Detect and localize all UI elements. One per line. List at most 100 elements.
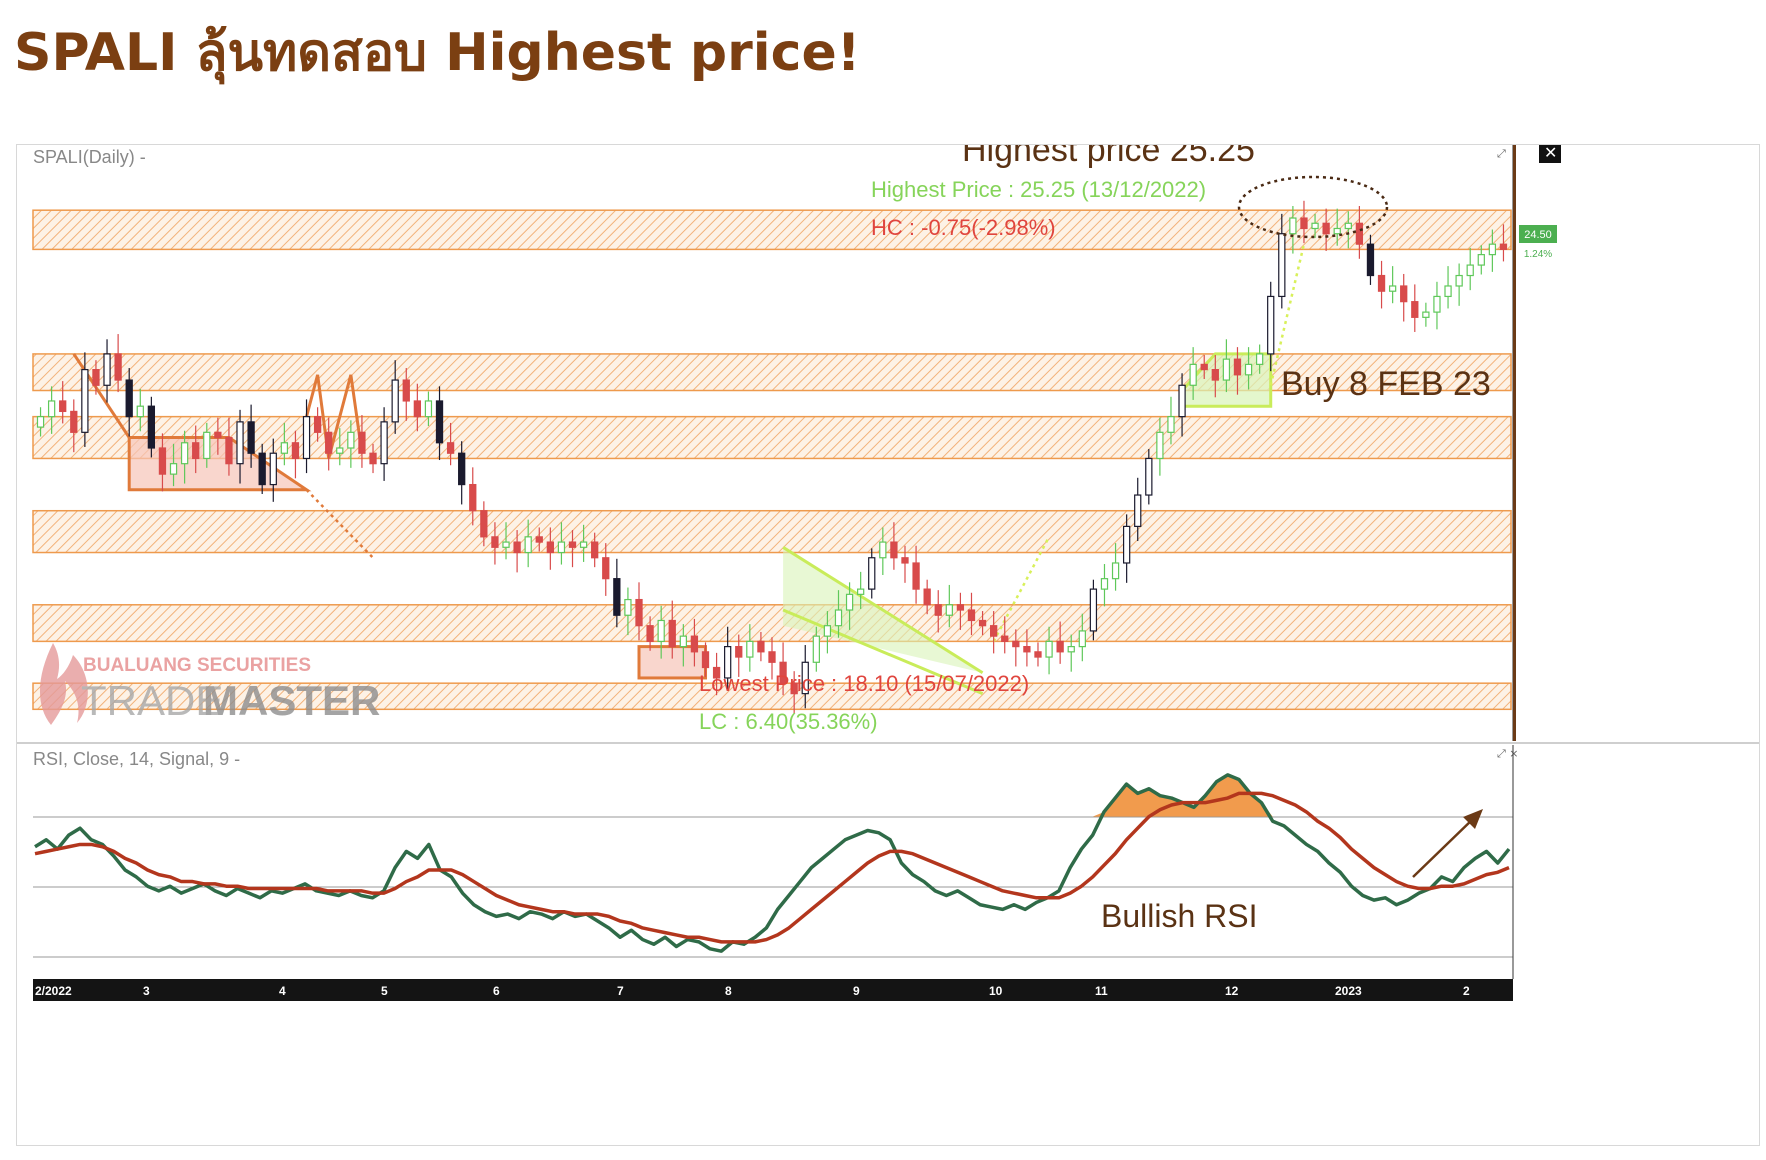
candle [1466,247,1474,291]
price-zone-2 [32,415,1512,460]
x-tick-label: 3 [143,984,150,998]
candle [180,430,189,484]
candle [92,360,100,395]
flag-projection [1269,243,1306,386]
candle [280,422,289,466]
candle [1400,273,1408,322]
candle [857,571,865,609]
candle [646,616,654,651]
rsi-line [34,773,1511,953]
candle [879,527,887,576]
x-tick-label: 4 [279,984,286,998]
candle [724,626,732,690]
close-icon[interactable] [1539,145,1561,163]
last-price-text: 24.50 [1524,229,1552,241]
candle [302,399,311,474]
close-icon-glyph: ✕ [1544,145,1557,162]
candle [668,600,676,659]
candle [956,592,965,630]
highest-price-label: Highest Price : 25.25 (13/12/2022) [871,177,1206,202]
candle [978,611,987,636]
candle [812,626,820,672]
expand-icon[interactable]: ⤢ [1497,147,1506,160]
bullish-rsi-annotation: Bullish RSI [1101,898,1258,934]
candle [1488,229,1497,272]
rsi-expand-icon[interactable]: ⤢ × [1497,747,1519,760]
x-tick-label: 5 [381,984,388,998]
candle [158,433,167,492]
candle [546,527,554,570]
pattern-leg-1 [72,353,131,439]
candle [945,584,953,628]
candle [1001,616,1009,654]
candle [834,590,843,638]
candle [147,396,156,458]
watermark-line1: BUALUANG SECURITIES [83,655,311,676]
candle [579,524,588,562]
candle [325,417,333,471]
page-title: SPALI ลุ้นทดสอบ Highest price! [14,23,861,83]
candle [535,527,543,552]
candle [657,605,665,659]
x-tick-label: 7 [617,984,624,998]
candle [1366,234,1375,285]
candle [47,386,56,434]
candle [1089,579,1098,641]
candle [757,631,765,662]
lowest-price-label: Lowest Price : 18.10 (15/07/2022) [699,671,1029,696]
bullish-arrow [1412,816,1476,878]
candle [192,425,200,474]
x-tick-label: 11 [1095,984,1108,998]
rsi-overbought-fill [35,774,1509,817]
candle [1200,354,1208,380]
candle [347,420,355,468]
candle [568,530,577,568]
last-price-badge [1519,225,1557,243]
x-tick-label: 9 [853,984,860,998]
candle [557,522,566,565]
candle [81,352,89,447]
price-zone-3 [32,509,1512,554]
candle [923,579,931,615]
candle [1444,266,1452,309]
candle [358,415,366,468]
candle [1244,347,1253,390]
candle [1222,339,1231,393]
chart-svg: SPALI(Daily) - ⤢ ✕ 24.50 1.24% Highest p… [17,145,1759,1001]
candle [901,545,909,583]
arrow-head-icon [1463,809,1483,829]
flame-icon [39,643,88,725]
candle [801,645,809,709]
candle [1411,284,1419,332]
candle [602,543,610,596]
candle [524,519,532,568]
candle [934,590,942,633]
x-axis-labels: 2/2022 3 4 5 6 7 8 9 10 11 12 2023 2 [35,984,1470,998]
candle [1067,634,1075,672]
candle [1255,344,1264,374]
candle [336,428,344,466]
candle [967,592,976,636]
x-axis-bar [33,979,1513,1001]
candle [491,522,499,565]
candle [402,368,410,421]
candle [36,407,45,437]
candle [1078,613,1086,662]
candle [912,545,920,604]
candle [1344,211,1352,249]
candle [1189,347,1197,400]
candle [1377,260,1386,309]
x-tick-label: 6 [493,984,500,998]
candle [1145,449,1153,505]
x-tick-label: 2/2022 [35,984,72,998]
candle [1056,621,1064,664]
candle [1333,208,1341,246]
candle [1122,514,1131,583]
candle [768,637,776,680]
candle [1422,302,1430,327]
candle [591,532,599,568]
candle [458,441,466,505]
candle [103,339,111,403]
candle [613,558,621,628]
candle [1034,642,1042,667]
